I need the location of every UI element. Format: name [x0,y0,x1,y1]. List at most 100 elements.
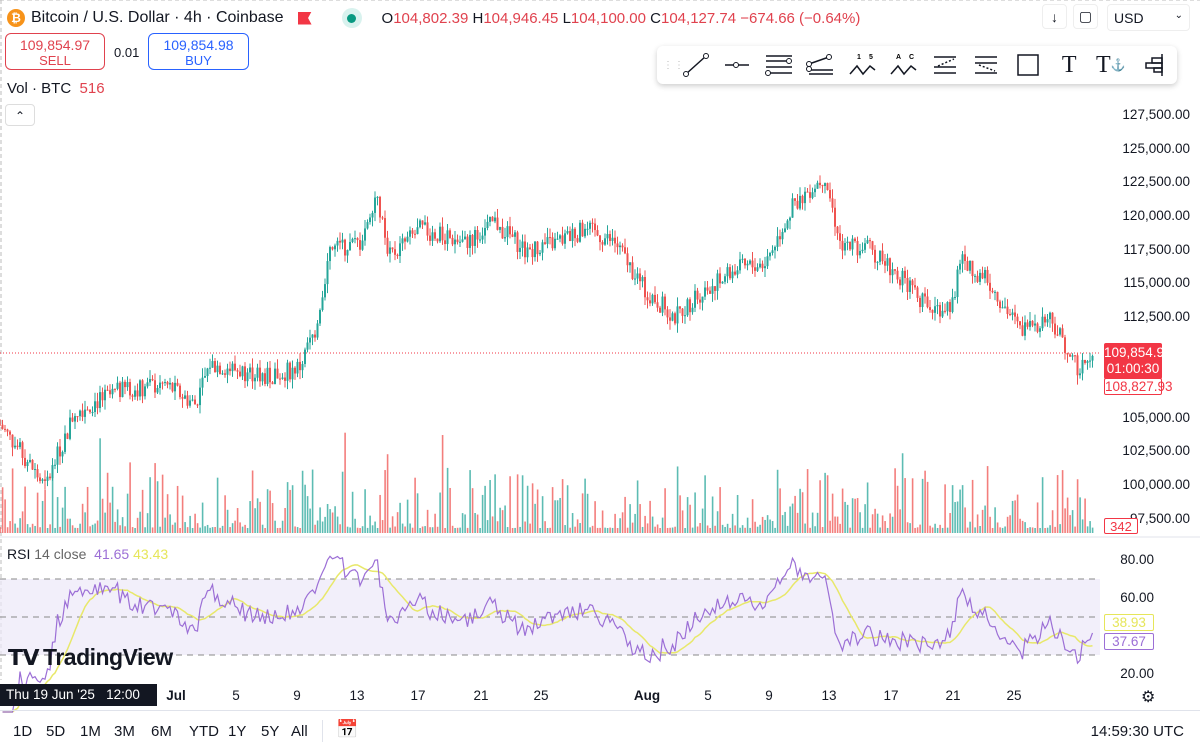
volume-bar [911,478,914,533]
candle-body [104,389,106,401]
range-button-6m[interactable]: 6M [151,723,172,740]
symbol-legend[interactable]: ₿ Bitcoin / U.S. Dollar · 4h · Coinbase … [7,8,860,28]
volume-bar [111,486,114,533]
volume-bar [0,527,1,533]
volume-bar [191,528,194,533]
volume-bar [716,511,719,533]
rsi-line [2,555,1094,713]
price-axis-label: 122,500.00 [1122,174,1190,190]
candle-body [1011,312,1014,315]
go-to-date-calendar-icon[interactable]: 📅 [336,719,359,739]
volume-bar [54,527,56,533]
volume-bar [179,527,181,533]
range-button-1d[interactable]: 1D [13,723,33,740]
sell-button[interactable]: 109,854.97 SELL [5,33,105,70]
volume-bar [281,520,284,533]
anchored-text-icon[interactable]: T ⚓ [1095,51,1126,78]
candle-body [131,395,134,397]
short-position-icon[interactable] [966,49,1008,81]
candle-body [439,226,441,242]
volume-bar [501,510,504,533]
volume-bar [794,495,796,533]
volume-profile-icon[interactable] [1132,49,1174,81]
volume-bar [436,526,439,533]
price-axis-label: 105,000.00 [1122,409,1190,425]
tradingview-logo-icon: 𝗧𝗩 [8,644,40,670]
volume-bar [486,520,489,533]
horizontal-ray-icon[interactable] [717,49,759,81]
rsi-ma-tag: 38.93 [1104,614,1154,631]
candle-body [301,364,304,371]
volume-bar [69,518,71,533]
volume-legend[interactable]: Vol · BTC 516 [7,80,105,97]
volume-bar [446,467,449,533]
candle-body [661,296,664,313]
range-button-5d[interactable]: 5D [46,723,66,740]
buy-button[interactable]: 109,854.98 BUY [148,33,249,70]
range-button-1m[interactable]: 1M [80,723,101,740]
candle-body [394,249,396,255]
candle-body [151,379,154,381]
candle-body [284,377,286,381]
long-position-icon[interactable] [924,49,966,81]
rsi-legend[interactable]: RSI 14 close 41.65 43.43 [7,546,169,562]
range-button-1y[interactable]: 1Y [228,723,247,740]
settings-gear-icon[interactable]: ⚙ [1141,689,1156,706]
currency-select[interactable]: USD ⌄ [1107,4,1190,31]
candle-body [1001,307,1004,309]
range-button-ytd[interactable]: YTD [189,723,219,740]
candle-body [341,239,344,243]
candle-body [521,241,524,248]
trend-line-icon[interactable] [675,49,717,81]
collapse-legend-button[interactable]: ⌃ [5,104,35,126]
range-button-all[interactable]: All [291,723,308,740]
fullscreen-button[interactable]: ▢ [1073,4,1098,29]
volume-bar [689,504,691,533]
rsi-ma-line [2,564,1093,713]
candle-body [569,230,571,242]
volume-bar [1091,527,1094,533]
candle-body [276,368,279,379]
flag-icon[interactable] [297,11,312,25]
volume-bar [1001,527,1004,533]
volume-bar [234,520,236,533]
volume-bar [1009,515,1011,533]
range-button-3m[interactable]: 3M [114,723,135,740]
download-arrow-button[interactable]: ↓ [1042,4,1067,29]
volume-bar [579,523,581,533]
candle-body [559,235,561,239]
volume-bar [321,521,324,533]
candle-body [134,390,136,397]
candle-body [66,433,69,439]
volume-bar [99,438,101,533]
candle-body [1079,373,1081,376]
utc-clock[interactable]: 14:59:30 UTC [1090,723,1184,740]
pitchfan-icon[interactable] [800,49,842,81]
volume-bar [944,484,946,533]
candle-body [471,235,474,246]
volume-bar [821,527,824,533]
candle-body [829,189,831,199]
candle-body [799,195,801,209]
volume-bar [734,525,736,533]
text-icon[interactable]: T [1061,51,1077,78]
candle-body [1084,359,1086,363]
volume-bar [766,515,769,533]
rectangle-icon[interactable] [1007,49,1049,81]
tradingview-logo[interactable]: 𝗧𝗩 TradingView [8,644,173,670]
candle-body [64,433,66,452]
range-button-5y[interactable]: 5Y [261,723,280,740]
volume-bar [539,528,541,533]
volume-bar [746,517,749,533]
drag-handle-icon[interactable]: ⋮⋮ [663,59,685,71]
candle-body [46,476,49,481]
volume-bar [181,495,184,533]
volume-bar [229,527,231,533]
candle-body [236,370,239,372]
volume-bar [256,498,259,533]
parallel-channel-icon[interactable] [758,49,800,81]
candle-body [86,409,89,411]
